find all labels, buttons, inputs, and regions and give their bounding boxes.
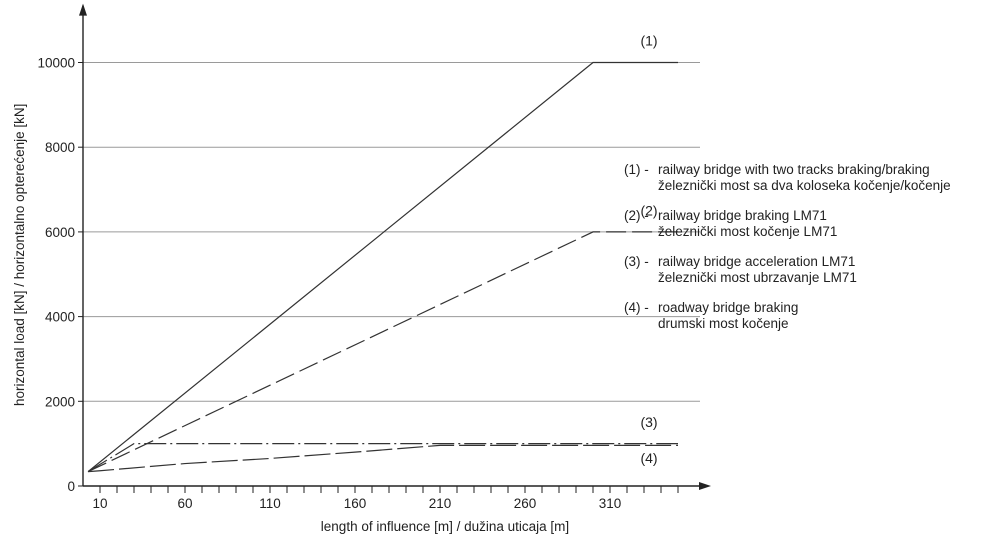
legend-text: roadway bridge braking drumski most kočen…: [658, 300, 798, 332]
y-tick-label-10000: 10000: [37, 56, 75, 71]
legend-entry-2: (2) - railway bridge braking LM71 železnič…: [624, 208, 951, 240]
x-tick-label-260: 260: [514, 496, 537, 511]
legend-code: (4) -: [624, 300, 649, 315]
curve-label-3: (3): [640, 414, 657, 430]
legend-line-1: railway bridge acceleration LM71: [658, 254, 856, 269]
legend-text: railway bridge braking LM71 železnički mo…: [658, 208, 837, 240]
x-tick-label-10: 10: [92, 496, 107, 511]
series-lines: [87, 61, 678, 473]
y-axis-arrow: [79, 3, 87, 16]
y-tick-label-0: 0: [67, 479, 75, 494]
legend-line-2: železnički most ubrzavanje LM71: [658, 270, 857, 285]
legend-entry-1: (1) - railway bridge with two tracks brak…: [624, 162, 951, 194]
legend-entry-4: (4) - roadway bridge braking drumski most …: [624, 300, 951, 332]
x-tick-label-60: 60: [177, 496, 192, 511]
y-axis-label: horizontal load [kN] / horizontalno opte…: [12, 104, 27, 406]
y-tick-label-8000: 8000: [45, 140, 75, 155]
y-tick-label-6000: 6000: [45, 225, 75, 240]
legend-line-1: railway bridge braking LM71: [658, 208, 827, 223]
x-tick-label-210: 210: [429, 496, 452, 511]
series-line-1: [87, 61, 678, 473]
series-line-4: [88, 444, 678, 473]
x-tick-label-110: 110: [259, 496, 281, 511]
legend-text: railway bridge acceleration LM71 železnič…: [658, 254, 857, 286]
curve-label-4: (4): [640, 450, 657, 466]
axes: [79, 3, 711, 490]
x-axis-arrow: [699, 482, 711, 490]
y-tick-label-4000: 4000: [45, 310, 75, 325]
legend-text: railway bridge with two tracks braking/b…: [658, 162, 951, 194]
legend-code: (2) -: [624, 208, 649, 223]
legend-line-2: drumski most kočenje: [658, 316, 789, 331]
curve-label-1: (1): [640, 33, 657, 49]
gridlines: [83, 62, 700, 402]
y-tick-label-2000: 2000: [45, 394, 75, 409]
legend: (1) - railway bridge with two tracks brak…: [624, 162, 951, 346]
labels: 0 2000 4000 6000 8000 10000 10 60 110 160 210 260 31…: [12, 33, 658, 534]
legend-line-2: železnički most kočenje LM71: [658, 224, 838, 239]
legend-line-2: železnički most sa dva koloseka kočenje/…: [658, 178, 951, 193]
legend-code: (3) -: [624, 254, 649, 269]
ticks: [78, 62, 679, 493]
x-tick-label-160: 160: [344, 496, 367, 511]
series-line-2: [87, 231, 678, 473]
x-axis-label: length of influence [m] / dužina uticaja…: [321, 519, 569, 534]
curve-label-2: (2): [640, 202, 657, 218]
legend-line-1: railway bridge with two tracks braking/b…: [658, 162, 930, 177]
legend-line-1: roadway bridge braking: [658, 300, 799, 315]
x-tick-label-310: 310: [599, 496, 622, 511]
series-line-3: [87, 443, 678, 473]
legend-code: (1) -: [624, 162, 649, 177]
legend-entry-3: (3) - railway bridge acceleration LM71 žel…: [624, 254, 951, 286]
